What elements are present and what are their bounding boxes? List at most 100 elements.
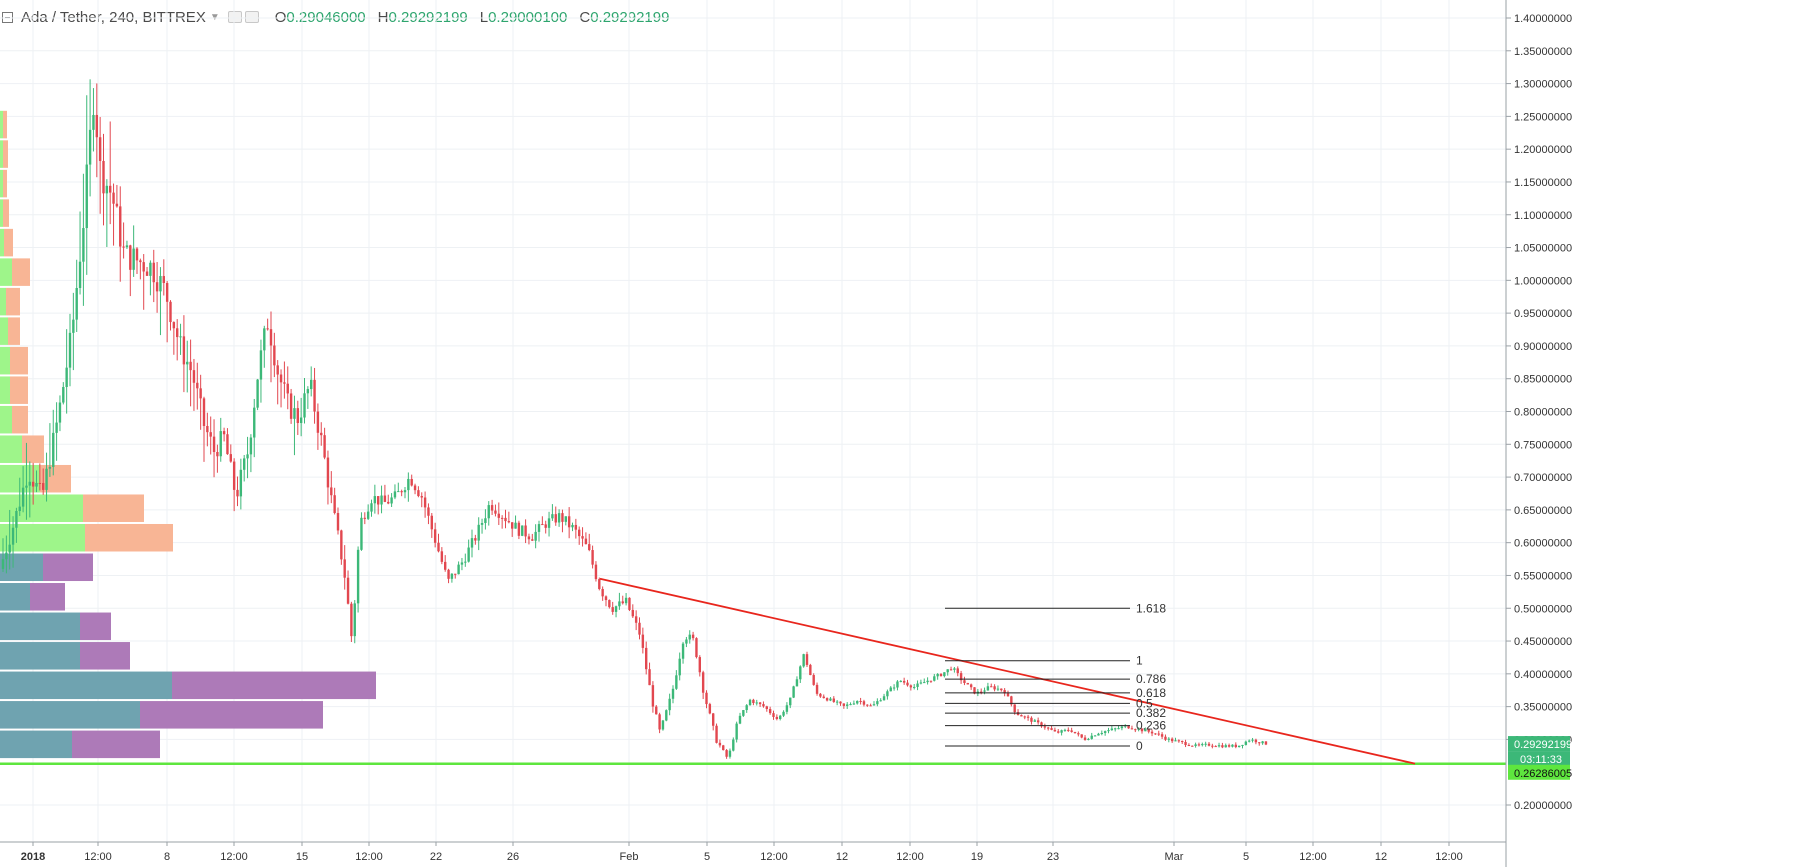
candle-body bbox=[511, 522, 514, 529]
candle-body bbox=[631, 609, 634, 617]
candle-body bbox=[253, 407, 256, 438]
volume-profile-up-bar bbox=[0, 317, 8, 345]
candle-body bbox=[916, 683, 919, 687]
candle-body bbox=[450, 573, 454, 579]
price-tick-label: 1.10000000 bbox=[1514, 210, 1572, 222]
time-tick-label: 19 bbox=[971, 851, 983, 863]
candle-body bbox=[1134, 729, 1137, 731]
candle-body bbox=[655, 706, 658, 715]
volume-profile-up-bar bbox=[0, 169, 3, 198]
candle-body bbox=[373, 496, 377, 504]
high-label: H bbox=[377, 8, 389, 26]
candle-body bbox=[544, 524, 547, 528]
candle-body bbox=[698, 657, 701, 673]
candle-body bbox=[1097, 733, 1100, 736]
candle-body bbox=[326, 457, 330, 488]
candle-body bbox=[748, 699, 752, 706]
candle-body bbox=[919, 682, 923, 684]
candle-body bbox=[1160, 734, 1164, 737]
candle-body bbox=[72, 319, 75, 333]
candle-body bbox=[594, 564, 598, 580]
candle-body bbox=[564, 516, 567, 522]
candle-body bbox=[286, 383, 289, 394]
candle-body bbox=[1211, 745, 1214, 747]
price-tick-label: 0.65000000 bbox=[1514, 505, 1572, 517]
close-label: C bbox=[579, 8, 591, 26]
candle-body bbox=[755, 702, 758, 704]
time-tick-label: 12:00 bbox=[84, 851, 112, 863]
settings-icon[interactable] bbox=[244, 11, 259, 23]
candle-body bbox=[1067, 729, 1070, 731]
price-tick-label: 1.25000000 bbox=[1514, 111, 1572, 123]
volume-profile-down-bar bbox=[3, 110, 7, 139]
price-tick-label: 1.35000000 bbox=[1514, 46, 1572, 58]
candle-body bbox=[1006, 693, 1010, 697]
candle-body bbox=[779, 715, 782, 719]
candle-body bbox=[799, 666, 802, 680]
candle-body bbox=[115, 203, 119, 207]
volume-profile-down-bar bbox=[172, 671, 376, 700]
low-value: 0.29000100 bbox=[488, 8, 568, 26]
candle-body bbox=[1110, 728, 1114, 731]
price-axis[interactable]: 1.40000000 1.35000000 1.30000000 1.25000000… bbox=[1505, 0, 1572, 867]
candle-body bbox=[651, 685, 655, 707]
collapse-toggle-icon[interactable] bbox=[2, 11, 13, 23]
descending-trendline[interactable] bbox=[599, 577, 1416, 765]
candle-body bbox=[75, 288, 78, 320]
candle-body bbox=[969, 684, 973, 688]
trendline[interactable] bbox=[599, 577, 1416, 765]
candle-body bbox=[263, 328, 266, 351]
candle-body bbox=[819, 693, 822, 697]
volume-profile-up-bar bbox=[0, 376, 10, 404]
candle-body bbox=[614, 606, 618, 612]
candle-body bbox=[474, 538, 477, 541]
candle-body bbox=[1103, 731, 1107, 733]
symbol-title[interactable]: Ada / Tether, 240, BITTREX bbox=[21, 8, 206, 26]
volume-profile-up-bar bbox=[0, 258, 12, 286]
price-tick-label: 0.50000000 bbox=[1514, 603, 1572, 615]
fib-level-label: 0.618 bbox=[1136, 686, 1166, 700]
candle-body bbox=[561, 513, 564, 522]
candle-body bbox=[490, 505, 494, 511]
volume-profile-down-bar bbox=[10, 376, 28, 404]
candle-body bbox=[283, 382, 286, 384]
time-tick-label: 12 bbox=[1375, 851, 1387, 863]
candle-body bbox=[1137, 728, 1140, 730]
candle-body bbox=[1144, 729, 1147, 732]
candle-body bbox=[296, 408, 299, 424]
candle-body bbox=[768, 709, 772, 714]
candle-body bbox=[1251, 739, 1254, 741]
eye-icon[interactable] bbox=[227, 11, 242, 23]
time-axis[interactable]: 2018 12:00 8 12:00 15 12:00 22 26 Feb 5 12:00 12 12:… bbox=[0, 841, 1506, 863]
candle-body bbox=[648, 669, 651, 686]
candle-body bbox=[92, 114, 95, 130]
candle-body bbox=[360, 517, 363, 550]
candle-body bbox=[876, 701, 879, 705]
candle-body bbox=[1187, 745, 1191, 747]
candle-body bbox=[1147, 729, 1150, 732]
candle-body bbox=[554, 514, 557, 523]
chevron-down-icon[interactable]: ▼ bbox=[209, 11, 220, 23]
candle-body bbox=[762, 704, 765, 707]
fib-level-label: 0 bbox=[1136, 739, 1143, 753]
candle-body bbox=[437, 542, 440, 552]
candle-body bbox=[316, 411, 320, 433]
volume-profile-down-bar bbox=[80, 642, 130, 670]
volume-profile-down-bar bbox=[3, 169, 7, 198]
candle-body bbox=[527, 536, 531, 540]
candle-body bbox=[1244, 741, 1248, 745]
candle-body bbox=[882, 696, 886, 701]
candle-body bbox=[598, 579, 601, 589]
candle-body bbox=[591, 550, 594, 565]
candle-body bbox=[343, 559, 346, 578]
candle-body bbox=[179, 336, 182, 338]
candle-body bbox=[460, 562, 464, 565]
candle-body bbox=[112, 192, 115, 204]
candle-body bbox=[1241, 744, 1244, 746]
candle-body bbox=[1063, 729, 1067, 731]
candle-body bbox=[497, 513, 500, 518]
candle-body bbox=[68, 332, 72, 368]
candle-body bbox=[581, 536, 584, 539]
